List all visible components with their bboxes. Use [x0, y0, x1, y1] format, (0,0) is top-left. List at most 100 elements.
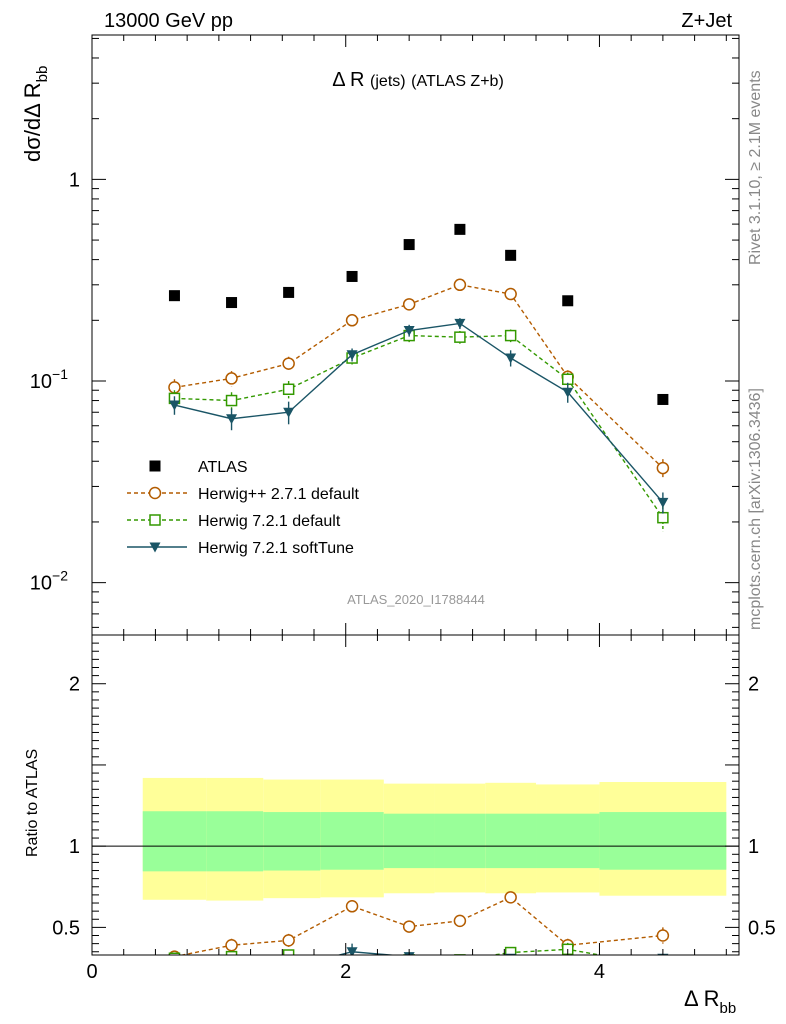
data-point	[225, 939, 238, 952]
series-atlas	[168, 223, 669, 405]
data-point	[282, 383, 295, 396]
data-point	[225, 394, 238, 407]
data-point	[504, 946, 517, 955]
series-line	[264, 948, 604, 955]
legend-label: Herwig++ 2.7.1 default	[198, 486, 360, 503]
process-label: Z+Jet	[681, 10, 732, 32]
data-point	[225, 950, 238, 955]
stat-uncertainty-band	[536, 813, 600, 869]
legend: ATLAS Herwig++ 2.7.1 default Herwig 7.2.1 …	[127, 459, 360, 557]
ratio-y-tick-label: 2	[69, 674, 80, 696]
ratio-y-tick-label-right: 0.5	[748, 917, 776, 939]
data-point	[504, 287, 517, 301]
main-y-tick-label: 10−2	[30, 568, 68, 595]
data-point	[168, 952, 181, 955]
series-line	[336, 951, 399, 955]
legend-marker	[149, 460, 161, 472]
data-point	[504, 329, 517, 342]
data-point	[346, 947, 358, 955]
data-point	[454, 955, 465, 965]
data-point	[226, 414, 238, 425]
ratio-y-tick-label: 0.5	[52, 917, 80, 939]
data-point	[283, 963, 294, 973]
legend-label: Herwig 7.2.1 default	[198, 513, 341, 530]
main-panel-series	[168, 223, 670, 532]
data-point	[168, 290, 180, 302]
ratio-uncertainty-bands	[142, 777, 727, 901]
ratio-y-axis-label: Ratio to ATLAS	[24, 749, 41, 857]
data-point	[168, 400, 180, 411]
mcplots-label: mcplots.cern.ch [arXiv:1306.3436]	[747, 388, 764, 630]
axes-ticks: 0 2 4 10−2 10−1 1 0.5 0.5 1 1 2 2	[30, 35, 776, 983]
series-herwig-2-7-1-default	[168, 891, 670, 955]
data-point	[282, 949, 295, 955]
data-point	[346, 350, 358, 361]
energy-label: 13000 GeV pp	[104, 10, 233, 32]
data-point	[561, 373, 574, 386]
data-point	[282, 934, 295, 947]
legend-marker	[149, 514, 161, 526]
chart-title: Δ R (jets) (ATLAS Z+b)	[332, 69, 504, 91]
data-point	[505, 353, 517, 364]
data-point	[562, 955, 573, 965]
data-point	[345, 314, 359, 327]
data-point	[346, 270, 358, 282]
ratio-y-tick-label-right: 2	[748, 674, 759, 696]
data-point	[454, 223, 466, 235]
rivet-label: Rivet 3.1.10, ≥ 2.1M events	[747, 70, 764, 265]
ratio-panel-frame	[91, 634, 740, 956]
data-point	[403, 239, 415, 251]
x-tick-label: 4	[594, 961, 605, 983]
x-tick-label: 2	[340, 961, 351, 983]
main-panel-frame	[91, 34, 740, 636]
data-point	[283, 407, 295, 418]
series-herwig-2-7-1-default	[168, 278, 670, 479]
data-point	[402, 298, 416, 311]
legend-marker	[149, 542, 161, 553]
data-point	[454, 331, 466, 343]
data-point	[505, 249, 517, 261]
data-point	[225, 372, 238, 385]
main-y-tick-label: 1	[69, 169, 80, 191]
legend-marker	[148, 486, 162, 500]
stat-uncertainty-band	[599, 812, 727, 870]
legend-label: Herwig 7.2.1 softTune	[198, 540, 354, 557]
data-point	[282, 357, 295, 370]
stat-uncertainty-band	[383, 813, 435, 869]
ratio-y-tick-label: 1	[69, 836, 80, 858]
data-point	[403, 954, 415, 955]
data-point	[403, 326, 415, 337]
legend-label: ATLAS	[198, 459, 248, 476]
data-point	[658, 961, 668, 971]
data-point	[656, 461, 670, 475]
ratio-y-tick-label-right: 1	[748, 836, 759, 858]
series-line	[174, 284, 664, 469]
data-point	[226, 960, 237, 970]
data-point	[657, 393, 669, 405]
data-point	[657, 497, 669, 508]
stat-uncertainty-band	[320, 812, 384, 870]
data-point	[283, 286, 295, 298]
main-y-axis-label: dσ/dΔ Rbb	[20, 66, 51, 162]
x-tick-label: 0	[86, 961, 97, 983]
stat-uncertainty-band	[206, 811, 264, 872]
x-axis-label: Δ Rbb	[684, 986, 736, 1017]
main-y-tick-label: 10−1	[30, 366, 68, 393]
stat-uncertainty-band	[263, 812, 321, 871]
data-point	[656, 929, 670, 942]
series-line	[174, 322, 664, 503]
data-point	[454, 954, 466, 955]
stat-uncertainty-band	[485, 813, 537, 869]
data-point	[562, 387, 574, 398]
data-point	[169, 957, 180, 967]
stat-uncertainty-band	[142, 811, 207, 872]
data-point	[504, 891, 517, 904]
data-point	[657, 511, 669, 524]
series-herwig-7-2-1-softtune	[168, 318, 669, 514]
series-line	[179, 896, 663, 955]
data-point	[562, 295, 574, 307]
analysis-id: ATLAS_2020_I1788444	[347, 592, 485, 607]
data-point	[402, 920, 416, 933]
data-point	[453, 914, 467, 928]
